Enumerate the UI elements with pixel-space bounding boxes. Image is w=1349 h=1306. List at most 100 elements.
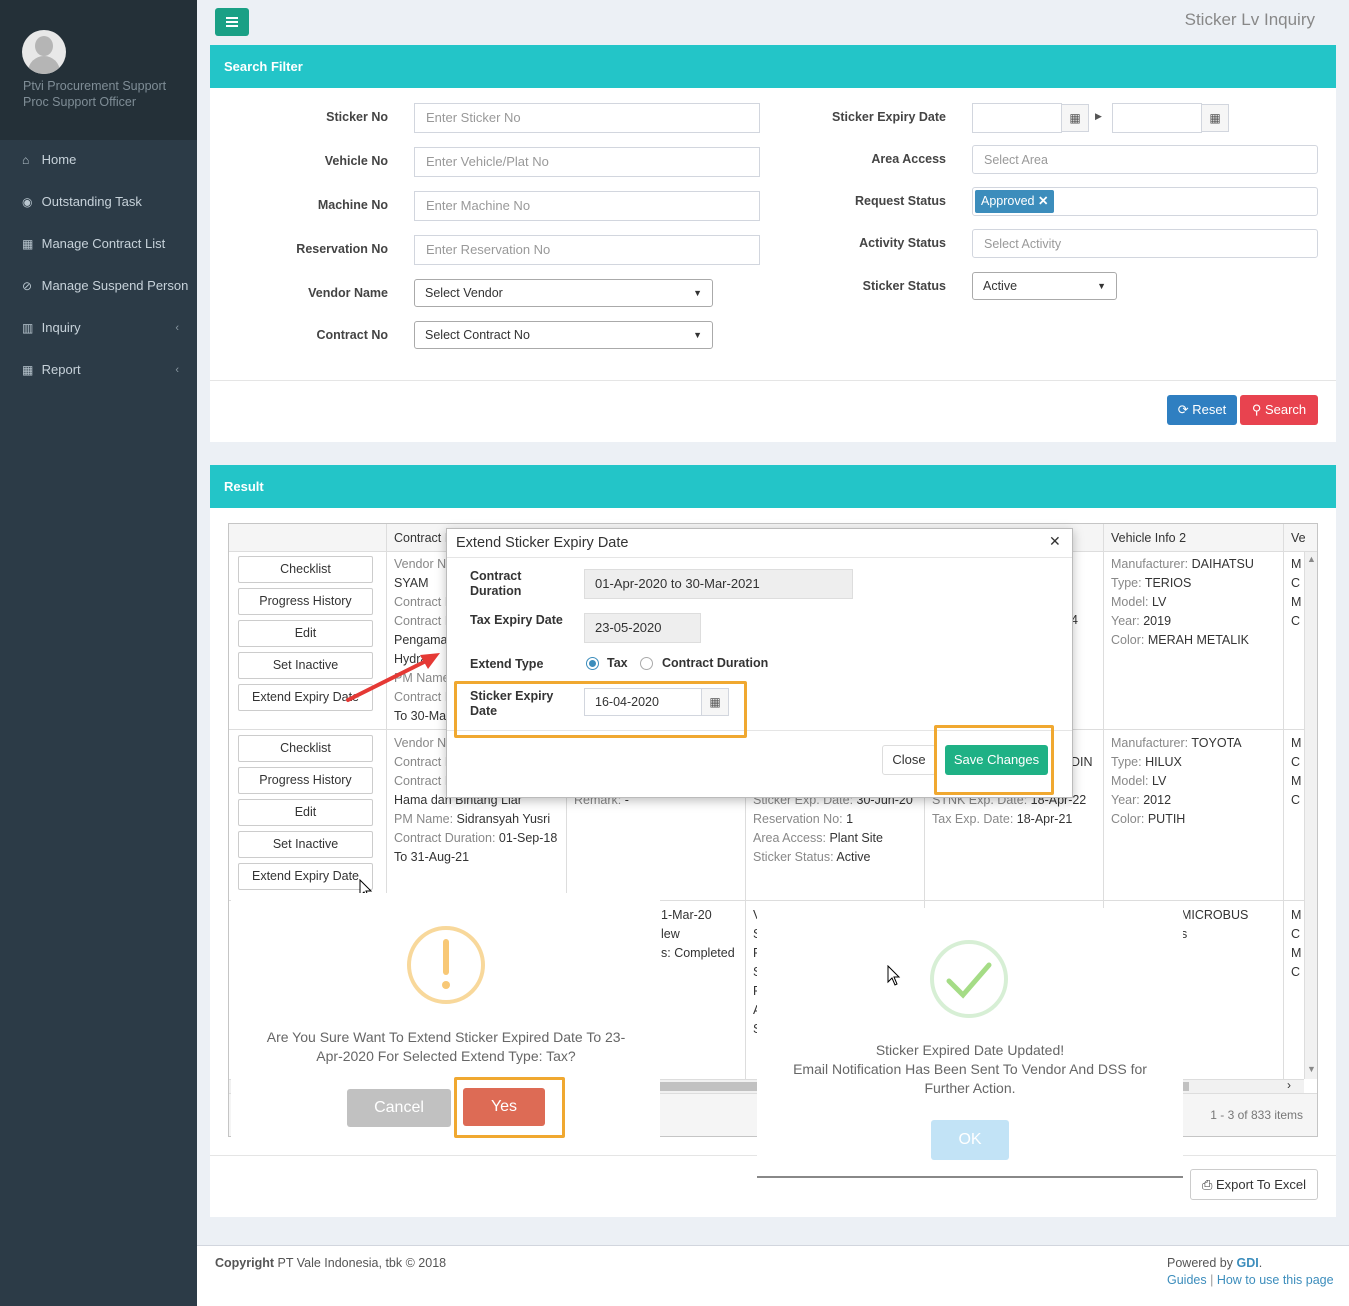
save-changes-button[interactable]: Save Changes bbox=[945, 745, 1048, 775]
field-label: C bbox=[1291, 755, 1301, 769]
field-value: To 30-Ma bbox=[394, 709, 447, 723]
export-to-excel-button[interactable]: ⎙ Export To Excel bbox=[1190, 1169, 1318, 1200]
field-value: us bbox=[1174, 925, 1248, 944]
remove-tag-icon[interactable]: ✕ bbox=[1038, 194, 1049, 208]
contract-no-label: Contract No bbox=[316, 328, 388, 342]
caret-down-icon: ▼ bbox=[1097, 281, 1106, 291]
field-value: TERIOS bbox=[1144, 576, 1192, 590]
yes-button[interactable]: Yes bbox=[463, 1088, 545, 1126]
calendar-icon[interactable]: ▦ bbox=[701, 688, 729, 716]
set-inactive-button[interactable]: Set Inactive bbox=[238, 831, 373, 858]
table-icon: ▦ bbox=[22, 363, 34, 377]
search-filter-header: Search Filter bbox=[210, 45, 1336, 88]
field-value: PUTIH bbox=[1147, 812, 1186, 826]
status-tag-approved: Approved ✕ bbox=[975, 190, 1055, 213]
cancel-button[interactable]: Cancel bbox=[347, 1089, 451, 1127]
field-value: LV bbox=[1152, 774, 1167, 788]
guides-link[interactable]: Guides bbox=[1167, 1273, 1207, 1287]
reservation-no-input[interactable]: Enter Reservation No bbox=[414, 235, 760, 265]
highlight-box bbox=[934, 725, 1054, 795]
ban-icon: ⊘ bbox=[22, 279, 33, 293]
sticker-status-label: Sticker Status bbox=[862, 279, 946, 293]
menu-toggle-button[interactable] bbox=[215, 8, 249, 36]
edit-button[interactable]: Edit bbox=[238, 620, 373, 647]
expiry-from-input[interactable] bbox=[972, 103, 1062, 133]
field-label: Year: bbox=[1111, 793, 1140, 807]
sidebar-item-manage-suspend-person[interactable]: ⊘ Manage Suspend Person bbox=[0, 265, 197, 307]
pager-info: 1 - 3 of 833 items bbox=[1210, 1108, 1303, 1122]
sidebar-item-report[interactable]: ▦ Report ‹ bbox=[0, 349, 197, 391]
sidebar-item-inquiry[interactable]: ▥ Inquiry ‹ bbox=[0, 307, 197, 349]
field-value: 18-Apr-21 bbox=[1016, 812, 1073, 826]
divider bbox=[447, 730, 1072, 731]
set-inactive-button[interactable]: Set Inactive bbox=[238, 652, 373, 679]
contract-duration-radio[interactable] bbox=[640, 657, 653, 670]
how-to-link[interactable]: How to use this page bbox=[1216, 1273, 1334, 1287]
chevron-down-icon[interactable]: ▼ bbox=[1307, 1064, 1316, 1074]
row2-fragment: DIN bbox=[1071, 755, 1093, 769]
avatar bbox=[22, 30, 66, 74]
extend-expiry-date-button[interactable]: Extend Expiry Date bbox=[238, 863, 373, 890]
reset-button[interactable]: ⟳ Reset bbox=[1167, 395, 1237, 425]
progress-history-button[interactable]: Progress History bbox=[238, 588, 373, 615]
close-icon[interactable]: ✕ bbox=[1049, 533, 1061, 549]
sidebar-item-outstanding-task[interactable]: ◉ Outstanding Task bbox=[0, 181, 197, 223]
vendor-name-select[interactable]: Select Vendor ▼ bbox=[414, 279, 713, 307]
field-label: F bbox=[753, 982, 761, 1001]
sidebar-item-home[interactable]: ⌂ Home bbox=[0, 139, 197, 181]
mouse-cursor-icon bbox=[887, 965, 901, 986]
row2-vehicle-info-3: M C M C bbox=[1291, 734, 1301, 810]
field-label: Sticker Status: bbox=[753, 850, 834, 864]
machine-no-input[interactable]: Enter Machine No bbox=[414, 191, 760, 221]
field-value: lew bbox=[661, 927, 680, 941]
sticker-status-value: Active bbox=[983, 279, 1018, 293]
checklist-button[interactable]: Checklist bbox=[238, 735, 373, 762]
search-button[interactable]: ⚲ Search bbox=[1240, 395, 1318, 425]
calendar-icon[interactable]: ▦ bbox=[1201, 104, 1229, 132]
field-label: C bbox=[1291, 965, 1301, 979]
search-icon: ⚲ bbox=[1251, 402, 1262, 417]
contract-duration-field: 01-Apr-2020 to 30-Mar-2021 bbox=[584, 569, 853, 599]
expiry-to-input[interactable] bbox=[1112, 103, 1202, 133]
contract-no-select[interactable]: Select Contract No ▼ bbox=[414, 321, 713, 349]
vertical-scrollbar[interactable]: ▲ ▼ bbox=[1304, 552, 1317, 1079]
row3-vehicle-info-2: : MICROBUS us bbox=[1174, 906, 1248, 944]
ok-button[interactable]: OK bbox=[931, 1120, 1009, 1160]
activity-status-label: Activity Status bbox=[859, 236, 946, 250]
highlight-box bbox=[454, 681, 747, 738]
reservation-no-label: Reservation No bbox=[296, 242, 388, 256]
refresh-icon: ⟳ bbox=[1177, 402, 1189, 417]
modal-title: Extend Sticker Expiry Date bbox=[456, 535, 629, 551]
area-access-select[interactable]: Select Area bbox=[972, 145, 1318, 174]
vehicle-no-input[interactable]: Enter Vehicle/Plat No bbox=[414, 147, 760, 177]
calendar-icon[interactable]: ▦ bbox=[1061, 104, 1089, 132]
sticker-status-select[interactable]: Active ▼ bbox=[972, 272, 1117, 300]
contract-duration-radio-label: Contract Duration bbox=[662, 656, 769, 670]
activity-status-select[interactable]: Select Activity bbox=[972, 229, 1318, 258]
area-access-label: Area Access bbox=[871, 152, 946, 166]
sidebar-item-manage-contract-list[interactable]: ▦ Manage Contract List bbox=[0, 223, 197, 265]
chevron-up-icon[interactable]: ▲ bbox=[1307, 554, 1316, 564]
field-value: 2012 bbox=[1143, 793, 1172, 807]
checklist-button[interactable]: Checklist bbox=[238, 556, 373, 583]
export-label: Export To Excel bbox=[1215, 1177, 1307, 1192]
highlight-box bbox=[454, 1077, 565, 1138]
tax-expiry-field: 23-05-2020 bbox=[584, 613, 701, 643]
sidebar-item-label: Manage Contract List bbox=[41, 236, 166, 251]
close-button[interactable]: Close bbox=[882, 745, 936, 775]
tax-radio[interactable] bbox=[586, 657, 599, 670]
row3-activity-cell: 1-Mar-20 lew s: Completed bbox=[661, 906, 735, 963]
page-title: Sticker Lv Inquiry bbox=[1184, 10, 1315, 29]
field-label: Reservation No: bbox=[753, 812, 843, 826]
field-label: Vendor N bbox=[394, 557, 447, 571]
sticker-no-input[interactable]: Enter Sticker No bbox=[414, 103, 760, 133]
field-value: s: Completed bbox=[661, 946, 735, 960]
edit-button[interactable]: Edit bbox=[238, 799, 373, 826]
chevron-right-icon[interactable]: › bbox=[1287, 1078, 1291, 1092]
field-value: SYAM bbox=[394, 576, 429, 590]
gdi-link[interactable]: GDI bbox=[1236, 1256, 1259, 1270]
sticker-expiry-label: Sticker Expiry Date bbox=[470, 689, 554, 718]
progress-history-button[interactable]: Progress History bbox=[238, 767, 373, 794]
grid-divider bbox=[1103, 524, 1104, 1079]
reset-label: Reset bbox=[1192, 402, 1227, 417]
